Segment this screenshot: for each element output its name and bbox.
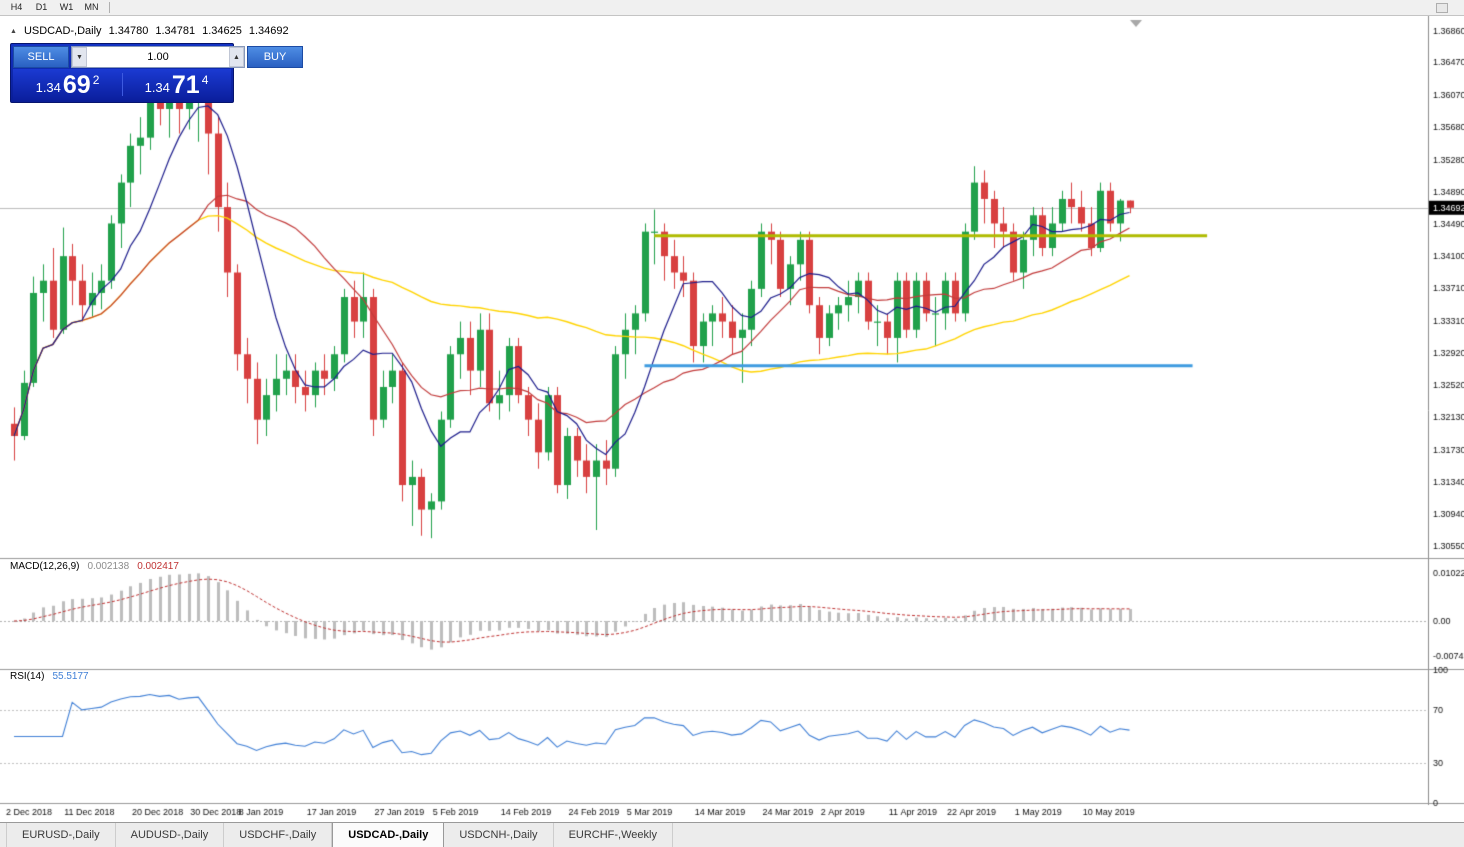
collapse-trade-panel-icon[interactable]: ▲ xyxy=(10,27,17,35)
ohlc-high: 1.34781 xyxy=(155,25,196,37)
ohlc-low: 1.34625 xyxy=(202,25,242,37)
buy-button[interactable]: BUY xyxy=(247,46,303,68)
sell-price-prefix: 1.34 xyxy=(35,80,61,95)
buy-price-main: 71 xyxy=(171,71,200,99)
timeframe-button-d1[interactable]: D1 xyxy=(35,1,48,12)
buy-price-pipette: 4 xyxy=(201,73,209,87)
chart-tab-bar: EURUSD-,Daily AUDUSD-,Daily USDCHF-,Dail… xyxy=(0,822,1464,847)
volume-increase-button[interactable]: ▲ xyxy=(229,47,244,67)
rsi-name: RSI(14) xyxy=(10,671,45,682)
timeframe-toolbar: H4 D1 W1 MN xyxy=(0,0,1464,16)
macd-indicator-label: MACD(12,26,9) 0.002138 0.002417 xyxy=(10,561,179,572)
rsi-indicator-label: RSI(14) 55.5177 xyxy=(10,671,89,682)
sell-price-display[interactable]: 1.34 69 2 xyxy=(13,69,122,100)
tab-usdcnh-daily[interactable]: USDCNH-,Daily xyxy=(444,823,554,847)
timeframe-button-h4[interactable]: H4 xyxy=(10,1,23,12)
sell-button[interactable]: SELL xyxy=(13,46,69,68)
tab-eurusd-daily[interactable]: EURUSD-,Daily xyxy=(6,823,116,847)
toolbar-overflow-button[interactable] xyxy=(1436,3,1448,13)
volume-control: ▼ ▲ xyxy=(71,46,245,68)
price-chart-canvas[interactable] xyxy=(0,16,1464,822)
one-click-trading-panel: SELL ▼ ▲ BUY 1.34 69 2 1.34 71 4 xyxy=(10,43,303,103)
tab-audusd-daily[interactable]: AUDUSD-,Daily xyxy=(116,823,225,847)
price-divider xyxy=(122,73,123,96)
ohlc-open: 1.34780 xyxy=(108,25,149,37)
timeframe-button-mn[interactable]: MN xyxy=(84,1,99,12)
tab-eurchf-weekly[interactable]: EURCHF-,Weekly xyxy=(554,823,673,847)
bid-ask-price-display: 1.34 69 2 1.34 71 4 xyxy=(13,69,231,100)
chart-symbol-period: USDCAD-,Daily xyxy=(23,25,102,37)
trade-controls-row: SELL ▼ ▲ BUY xyxy=(13,46,303,68)
timeframe-button-w1[interactable]: W1 xyxy=(59,1,74,12)
sell-price-main: 69 xyxy=(62,71,91,99)
buy-price-prefix: 1.34 xyxy=(144,80,170,95)
chart-header: ▲ USDCAD-,Daily 1.34780 1.34781 1.34625 … xyxy=(10,25,289,37)
sell-price-pipette: 2 xyxy=(92,73,100,87)
macd-main-value: 0.002138 xyxy=(87,561,130,572)
buy-price-display[interactable]: 1.34 71 4 xyxy=(122,69,231,100)
macd-signal-value: 0.002417 xyxy=(137,561,179,572)
macd-name: MACD(12,26,9) xyxy=(10,561,80,572)
tab-usdchf-daily[interactable]: USDCHF-,Daily xyxy=(224,823,333,847)
tab-usdcad-daily[interactable]: USDCAD-,Daily xyxy=(332,823,445,847)
volume-input[interactable] xyxy=(87,47,229,67)
rsi-value: 55.5177 xyxy=(52,671,89,682)
toolbar-separator xyxy=(109,2,110,13)
volume-decrease-button[interactable]: ▼ xyxy=(72,47,87,67)
ohlc-close: 1.34692 xyxy=(248,25,289,37)
